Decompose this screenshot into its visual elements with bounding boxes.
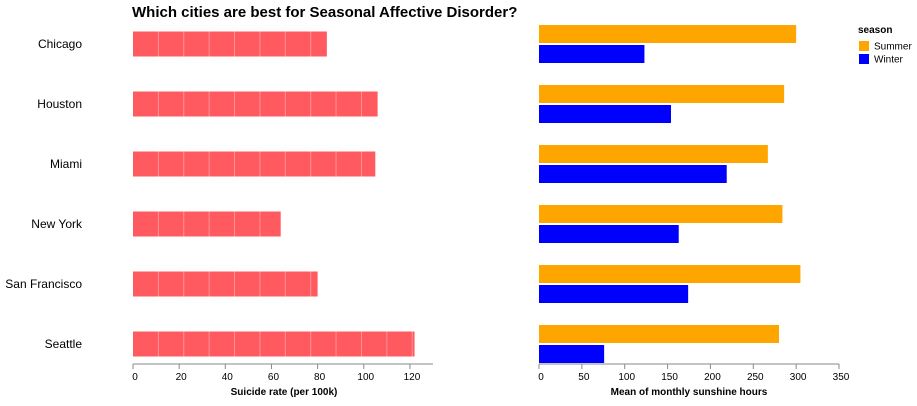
x-tick-label-right: 150 bbox=[661, 372, 678, 383]
sunshine-hours-panel: 0 50 100 150 200 250 300 350 Mean of monthly sun… bbox=[538, 25, 850, 398]
legend-title: season bbox=[858, 25, 892, 36]
x-tick-label-right: 200 bbox=[704, 372, 721, 383]
city-label-seattle: Seattle bbox=[45, 337, 83, 351]
suicide-rate-bar-seattle bbox=[133, 331, 415, 357]
suicide-rate-bar-new-york bbox=[133, 211, 281, 237]
x-tick-label-right: 0 bbox=[538, 372, 544, 383]
x-tick-label-left: 20 bbox=[176, 372, 188, 383]
city-label-houston: Houston bbox=[37, 97, 82, 111]
suicide-rate-panel: Chicago Houston Miami New York San Francisco… bbox=[5, 31, 433, 398]
legend-swatch-winter bbox=[859, 54, 869, 64]
suicide-rate-bar-miami bbox=[133, 151, 376, 177]
summer-sunshine-bar-seattle bbox=[539, 325, 779, 343]
x-tick-label-right: 300 bbox=[790, 372, 807, 383]
city-label-san-francisco: San Francisco bbox=[5, 277, 82, 291]
legend-swatch-summer bbox=[859, 41, 869, 51]
x-tick-label-left: 100 bbox=[357, 372, 374, 383]
suicide-rate-bar-chicago bbox=[133, 31, 327, 57]
x-axis-title-right: Mean of monthly sunshine hours bbox=[611, 387, 768, 398]
x-tick-label-right: 250 bbox=[747, 372, 764, 383]
x-tick-label-left: 120 bbox=[404, 372, 421, 383]
x-axis-title-left: Suicide rate (per 100k) bbox=[231, 387, 338, 398]
chart-title: Which cities are best for Seasonal Affec… bbox=[132, 4, 517, 21]
x-tick-label-right: 50 bbox=[578, 372, 590, 383]
summer-sunshine-bar-new-york bbox=[539, 205, 783, 223]
suicide-rate-bar-houston bbox=[133, 91, 378, 117]
x-tick-label-right: 350 bbox=[833, 372, 850, 383]
winter-sunshine-bar-seattle bbox=[539, 345, 605, 363]
winter-sunshine-bar-miami bbox=[539, 165, 727, 183]
city-label-miami: Miami bbox=[50, 157, 82, 171]
winter-sunshine-bar-new-york bbox=[539, 225, 679, 243]
x-tick-label-left: 60 bbox=[268, 372, 280, 383]
x-tick-label-left: 40 bbox=[222, 372, 234, 383]
x-tick-label-left: 0 bbox=[132, 372, 138, 383]
suicide-rate-bar-san-francisco bbox=[133, 271, 318, 297]
winter-sunshine-bar-chicago bbox=[539, 45, 645, 63]
summer-sunshine-bar-houston bbox=[539, 85, 785, 103]
city-label-new-york: New York bbox=[31, 217, 83, 231]
winter-sunshine-bar-houston bbox=[539, 105, 671, 123]
summer-sunshine-bar-chicago bbox=[539, 25, 797, 43]
x-tick-label-left: 80 bbox=[314, 372, 326, 383]
winter-sunshine-bar-san-francisco bbox=[539, 285, 689, 303]
legend-label-winter: Winter bbox=[874, 55, 904, 66]
summer-sunshine-bar-miami bbox=[539, 145, 768, 163]
x-tick-label-right: 100 bbox=[618, 372, 635, 383]
season-legend: season Summer Winter bbox=[858, 25, 912, 66]
legend-label-summer: Summer bbox=[874, 42, 912, 53]
summer-sunshine-bar-san-francisco bbox=[539, 265, 801, 283]
city-label-chicago: Chicago bbox=[38, 37, 82, 51]
